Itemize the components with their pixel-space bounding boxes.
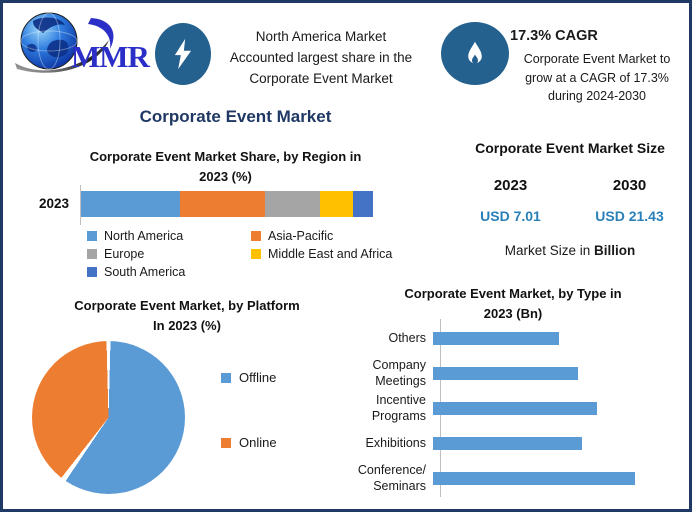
legend-label: Europe <box>104 247 145 261</box>
type-chart-row: Conference/ Seminars <box>348 461 685 496</box>
region-segment-europe <box>264 191 321 217</box>
lightning-icon <box>174 38 192 70</box>
market-size-panel: Corporate Event Market Size 2023 2030 US… <box>451 140 689 258</box>
type-chart-row: Others <box>348 321 685 356</box>
region-chart-title: Corporate Event Market Share, by Region … <box>89 149 362 184</box>
type-bar-others <box>433 332 559 345</box>
legend-swatch <box>251 231 261 241</box>
type-category-label: Others <box>388 330 426 345</box>
type-category-label: Incentive Programs <box>371 392 426 423</box>
region-legend: North America Asia-Pacific Europe Middle… <box>87 229 393 279</box>
type-bar-company-meetings <box>433 367 578 380</box>
market-size-year-2023: 2023 <box>493 177 528 194</box>
legend-label: Online <box>239 435 277 450</box>
platform-pie <box>32 341 185 494</box>
cagr-line: grow at a CAGR of 17.3% <box>525 70 669 85</box>
region-segment-middle-east-africa <box>320 191 353 217</box>
headline-text: North America Market Accounted largest s… <box>216 27 426 90</box>
type-bar-incentive-programs <box>433 402 597 415</box>
type-bar-chart: Others Company Meetings Incentive Progra… <box>348 321 685 496</box>
legend-item: Middle East and Africa <box>251 247 393 261</box>
headline-line: Accounted largest share in the <box>229 49 413 65</box>
legend-swatch <box>221 437 231 448</box>
legend-swatch <box>87 231 97 241</box>
market-size-caption: Market Size in Billion <box>504 243 636 258</box>
market-size-value-2023: USD 7.01 <box>480 208 541 224</box>
legend-item: Asia-Pacific <box>251 229 393 243</box>
legend-item: South America <box>87 265 251 279</box>
cagr-badge <box>441 22 509 85</box>
cagr-line: during 2024-2030 <box>548 89 646 104</box>
region-segment-asia-pacific <box>180 191 265 217</box>
legend-label: Asia-Pacific <box>268 229 334 243</box>
region-segment-south-america <box>352 191 373 217</box>
type-chart-title: Corporate Event Market, by Type in 2023 … <box>404 286 622 321</box>
cagr-line: Corporate Event Market to <box>523 51 671 66</box>
type-bar-exhibitions <box>433 437 582 450</box>
cagr-block: 17.3% CAGR Corporate Event Market to gro… <box>510 26 684 106</box>
platform-chart-title: Corporate Event Market, by Platform In 2… <box>74 298 300 333</box>
legend-item: Europe <box>87 247 251 261</box>
legend-label: South America <box>104 265 186 279</box>
market-size-title: Corporate Event Market Size <box>475 140 665 156</box>
highlight-badge <box>155 23 211 85</box>
type-category-label: Conference/ Seminars <box>357 462 426 493</box>
type-chart-row: Company Meetings <box>348 356 685 391</box>
logo-text: MMR <box>71 39 151 74</box>
headline-line: Corporate Event Market <box>249 70 393 86</box>
mmr-logo: MMR <box>13 8 153 82</box>
legend-item-offline: Offline <box>221 370 276 385</box>
legend-swatch <box>87 267 97 277</box>
market-size-year-2030: 2030 <box>612 177 647 194</box>
cagr-title: 17.3% CAGR <box>510 28 598 44</box>
type-chart-row: Incentive Programs <box>348 391 685 426</box>
region-axis-label: 2023 <box>38 196 69 211</box>
headline-line: North America Market <box>255 29 387 44</box>
region-segment-north-america <box>81 191 181 217</box>
type-category-label: Company Meetings <box>372 357 427 388</box>
legend-item-online: Online <box>221 435 277 450</box>
type-chart-row: Exhibitions <box>348 426 685 461</box>
page-title: Corporate Event Market <box>139 107 332 126</box>
legend-swatch <box>251 249 261 259</box>
legend-label: Middle East and Africa <box>268 247 393 261</box>
legend-swatch <box>87 249 97 259</box>
region-stacked-bar <box>81 191 373 217</box>
globe-swoosh-icon: MMR <box>15 12 152 74</box>
region-axis-line <box>80 185 81 225</box>
type-category-label: Exhibitions <box>365 435 426 450</box>
flame-icon <box>468 41 482 64</box>
legend-swatch <box>221 372 231 383</box>
legend-item: North America <box>87 229 251 243</box>
type-bar-conference-seminars <box>433 472 635 485</box>
legend-label: Offline <box>239 370 277 385</box>
legend-label: North America <box>104 229 184 243</box>
market-size-value-2030: USD 21.43 <box>595 208 664 224</box>
